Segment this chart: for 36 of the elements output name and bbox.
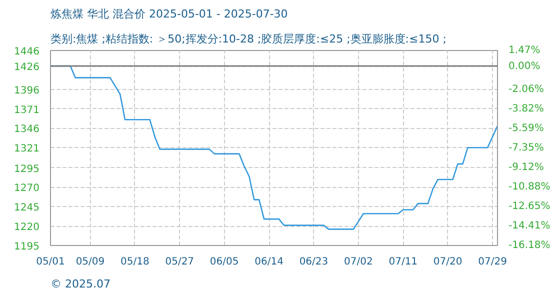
y-tick-label: 1195 <box>14 242 40 252</box>
y2-tick-label: -5.59% <box>508 123 544 134</box>
y2-tick-label: -7.35% <box>508 142 544 154</box>
y2-tick-label: 1.47% <box>508 45 540 56</box>
x-tick-label: 07/02 <box>344 256 373 268</box>
x-tick-label: 07/11 <box>388 256 418 268</box>
x-tick-label: 06/23 <box>299 256 328 268</box>
x-tick-label: 05/18 <box>120 256 150 268</box>
x-tick-label: 07/20 <box>433 256 462 268</box>
chart-title: 炼焦煤 华北 混合价 2025-05-01 - 2025-07-30 <box>50 8 288 20</box>
y-tick-label: 1426 <box>14 62 40 74</box>
y-tick-label: 1346 <box>14 124 40 136</box>
x-tick-label: 05/01 <box>36 256 65 268</box>
y2-tick-label: -10.88% <box>508 181 550 192</box>
y-tick-label: 1245 <box>14 202 40 214</box>
y-tick-label: 1371 <box>14 104 40 116</box>
x-tick-label: 07/29 <box>478 256 507 268</box>
y2-tick-label: -14.41% <box>508 220 550 232</box>
y-tick-label: 1446 <box>14 46 40 58</box>
y2-tick-label: -12.65% <box>508 201 550 212</box>
x-tick-label: 06/05 <box>210 256 239 268</box>
y-tick-label: 1396 <box>14 85 40 96</box>
y2-tick-label: -2.06% <box>508 84 544 95</box>
y-tick-label: 1220 <box>14 222 40 234</box>
y-tick-label: 1270 <box>14 183 40 194</box>
y-tick-label: 1321 <box>14 144 40 155</box>
x-tick-label: 06/14 <box>254 256 284 268</box>
y-tick-label: 1295 <box>14 164 40 175</box>
x-tick-label: 05/09 <box>76 256 105 268</box>
y2-tick-label: -16.18% <box>508 240 550 251</box>
chart-subtitle: 类别:焦煤 ;粘结指数: ＞50;挥发分:10-28 ;胶质层厚度:≤25 ;奥亚膨胀度:≤150 ; <box>50 32 446 46</box>
text: © 2025.07 <box>50 278 110 290</box>
y2-tick-label: 0.00% <box>508 61 540 72</box>
y2-tick-label: -9.12% <box>508 162 544 173</box>
x-tick-label: 05/27 <box>165 256 194 268</box>
y2-tick-label: -3.82% <box>508 103 544 114</box>
